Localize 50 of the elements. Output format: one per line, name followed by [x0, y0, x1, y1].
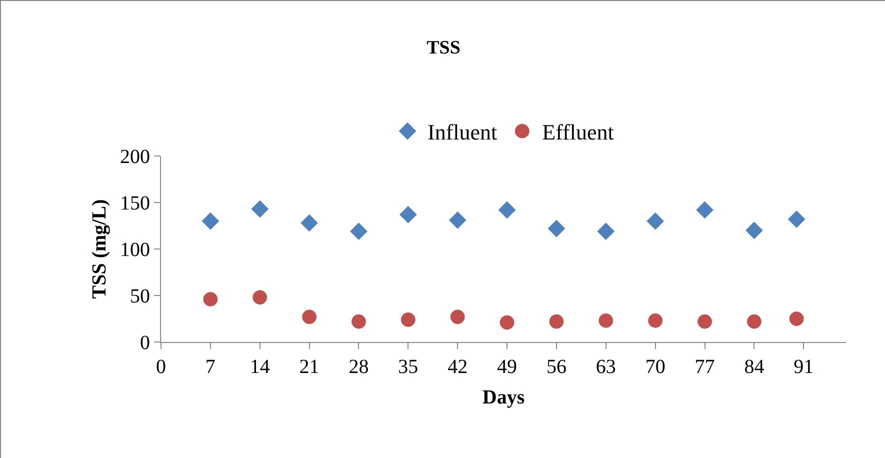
y-tick-label: 150 [120, 192, 150, 214]
point [746, 314, 762, 329]
legend-label: Effluent [542, 120, 614, 145]
point [789, 312, 804, 326]
x-tick-label: 49 [497, 356, 518, 378]
point [498, 201, 516, 219]
x-tick-label: 63 [596, 356, 616, 378]
x-tick-label: 91 [794, 356, 814, 378]
point [698, 314, 712, 329]
point [351, 314, 366, 329]
x-tick-label: 77 [694, 356, 715, 378]
point [549, 314, 564, 329]
point [500, 315, 514, 330]
x-tick-label: 28 [348, 356, 369, 378]
x-tick-label: 84 [744, 356, 764, 378]
x-tick-label: 35 [398, 356, 418, 378]
point [252, 290, 268, 305]
point [696, 201, 714, 219]
x-tick-label: 56 [546, 356, 566, 378]
x-tick-label: 7 [205, 356, 216, 378]
legend-label: Influent [428, 120, 498, 145]
chart-title: TSS [426, 37, 460, 58]
point [300, 214, 318, 232]
y-axis-title: TSS (mg/L) [88, 199, 110, 299]
x-tick-label: 42 [448, 356, 468, 378]
y-tick-label: 50 [130, 286, 150, 308]
y-tick-label: 200 [120, 146, 150, 168]
point [350, 222, 368, 240]
x-tick-label: 21 [299, 356, 320, 378]
point [203, 292, 218, 306]
point [648, 313, 663, 328]
point [448, 211, 466, 229]
point [399, 206, 417, 224]
x-tick-label: 70 [645, 356, 666, 378]
point [598, 313, 614, 328]
y-tick-label: 0 [140, 332, 150, 354]
x-tick-label: 0 [156, 356, 166, 378]
x-axis-title: Days [482, 386, 525, 408]
point [302, 310, 317, 324]
point [746, 222, 763, 240]
point [646, 212, 664, 230]
y-tick-label: 100 [120, 239, 150, 261]
point [202, 212, 220, 230]
point [251, 200, 269, 218]
point [400, 312, 416, 327]
point [548, 220, 566, 238]
point [450, 310, 465, 324]
point [788, 210, 806, 228]
x-tick-label: 14 [250, 356, 270, 378]
point [597, 222, 615, 240]
